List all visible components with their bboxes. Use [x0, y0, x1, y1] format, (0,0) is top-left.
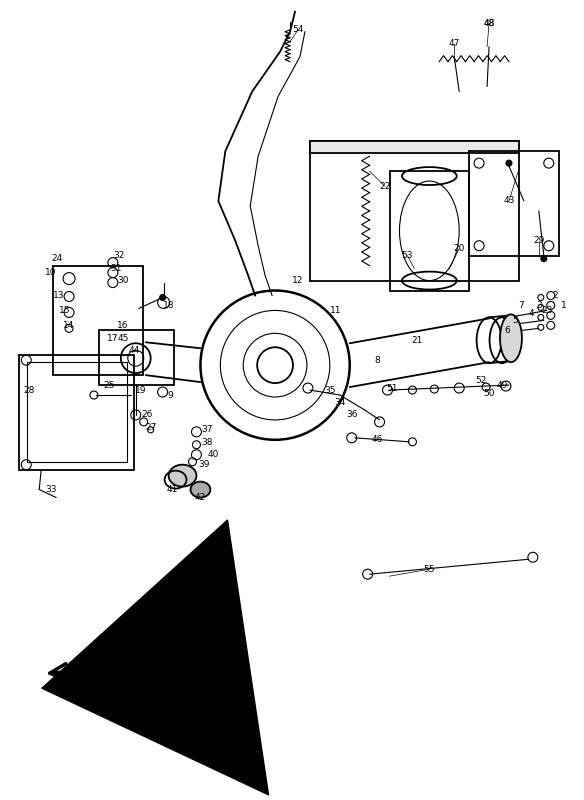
Text: 25: 25: [103, 381, 114, 390]
Text: 35: 35: [324, 386, 336, 394]
Text: 26: 26: [141, 410, 152, 419]
Text: 51: 51: [387, 383, 398, 393]
Text: 33: 33: [46, 485, 57, 494]
Ellipse shape: [169, 465, 196, 486]
Ellipse shape: [190, 482, 210, 498]
Text: 39: 39: [199, 460, 210, 469]
Text: 7: 7: [518, 301, 524, 310]
Text: 1: 1: [561, 301, 566, 310]
Text: 38: 38: [201, 438, 213, 447]
Text: 42: 42: [195, 493, 206, 502]
Text: 44: 44: [128, 346, 140, 354]
Bar: [27, 362, 127, 462]
Text: 53: 53: [402, 251, 413, 260]
Text: 30: 30: [117, 276, 128, 285]
Text: 20: 20: [454, 244, 465, 254]
Text: 52: 52: [475, 375, 487, 385]
Text: 5: 5: [512, 316, 518, 325]
Text: 45: 45: [117, 334, 128, 342]
Text: 40: 40: [208, 450, 219, 459]
Text: 17: 17: [107, 334, 119, 342]
Text: 2: 2: [552, 291, 558, 300]
Circle shape: [506, 160, 512, 166]
Text: 32: 32: [113, 251, 124, 260]
Text: 48: 48: [484, 19, 495, 28]
Text: 13: 13: [53, 291, 65, 300]
Text: 54: 54: [292, 26, 304, 34]
Text: 14: 14: [64, 321, 75, 330]
Text: 15: 15: [60, 306, 71, 315]
Text: 16: 16: [117, 321, 128, 330]
Text: 41: 41: [167, 485, 178, 494]
Text: 50: 50: [484, 389, 495, 398]
Bar: [310, 142, 519, 281]
Text: 11: 11: [330, 306, 342, 315]
Text: 4: 4: [529, 309, 535, 318]
Text: 46: 46: [372, 435, 383, 444]
Text: 29: 29: [533, 236, 544, 246]
Text: 27: 27: [145, 423, 157, 432]
Text: 21: 21: [412, 336, 423, 345]
Circle shape: [541, 256, 547, 262]
Ellipse shape: [500, 314, 522, 362]
Text: 10: 10: [46, 268, 57, 277]
Text: 12: 12: [292, 276, 304, 285]
Text: 24: 24: [51, 254, 62, 263]
Text: 18: 18: [163, 301, 175, 310]
Text: 22: 22: [379, 182, 390, 190]
Text: 37: 37: [201, 426, 213, 434]
Text: 19: 19: [135, 386, 147, 394]
Text: 49: 49: [496, 381, 507, 390]
Text: 8: 8: [375, 356, 380, 365]
Text: 28: 28: [23, 386, 35, 394]
Bar: [390, 171, 469, 290]
Text: 3: 3: [536, 301, 542, 310]
Text: 55: 55: [423, 565, 435, 574]
Bar: [19, 355, 134, 470]
Text: 47: 47: [449, 39, 460, 48]
Bar: [99, 330, 173, 385]
Text: 6: 6: [504, 326, 510, 335]
Text: 34: 34: [334, 398, 346, 407]
Text: 43: 43: [503, 197, 515, 206]
Bar: [53, 266, 142, 375]
Text: 36: 36: [346, 410, 357, 419]
Text: 31: 31: [110, 264, 121, 273]
Text: 48: 48: [484, 19, 495, 28]
Bar: [310, 142, 519, 153]
Text: 23: 23: [541, 306, 552, 315]
Circle shape: [159, 294, 166, 301]
Bar: [469, 151, 559, 256]
Text: 9: 9: [168, 390, 173, 399]
